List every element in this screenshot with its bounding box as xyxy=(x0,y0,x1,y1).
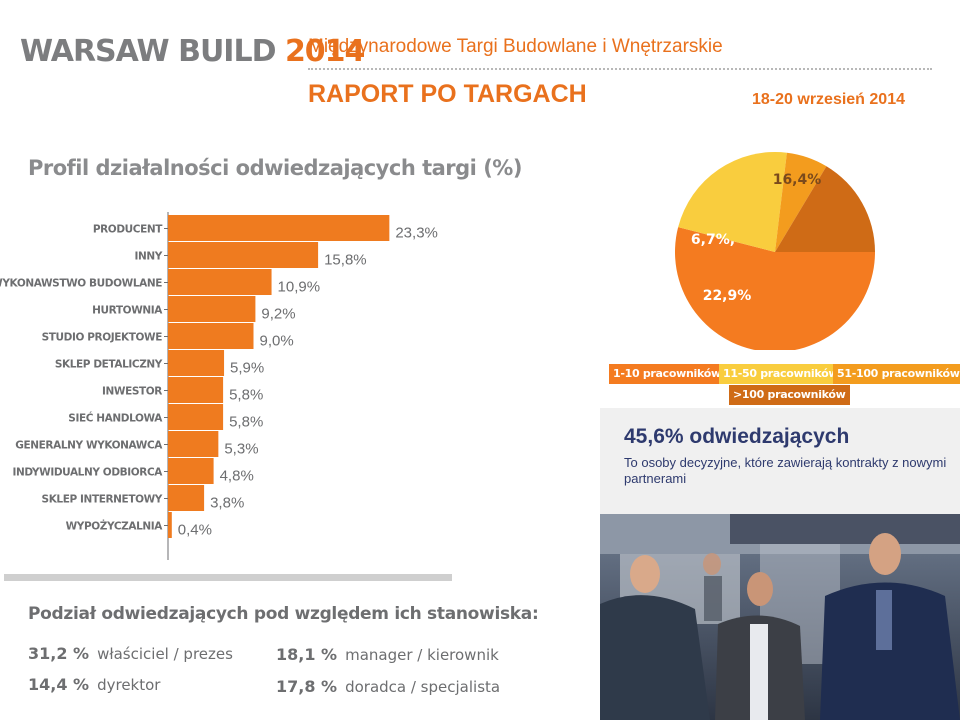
company-size-pie-chart: 54,0%22,9%6,7%,16,4% xyxy=(675,152,875,350)
position-label: manager / kierownik xyxy=(345,646,499,664)
decision-makers-title: 45,6% odwiedzających xyxy=(624,425,850,448)
pie-slice xyxy=(775,166,875,252)
legend-item-over-100: >100 pracowników xyxy=(729,385,850,405)
legend-item-1-10: 1-10 pracowników xyxy=(609,364,725,384)
category-label: STUDIO PROJEKTOWE xyxy=(42,332,163,344)
bar xyxy=(168,296,256,322)
bar-value-label: 23,3% xyxy=(395,225,438,242)
bar xyxy=(168,485,205,511)
bar-value-label: 9,0% xyxy=(260,333,294,350)
section-title-positions: Podział odwiedzających pod względem ich … xyxy=(28,604,539,624)
pie-slice-label: 22,9% xyxy=(703,288,752,304)
header-divider xyxy=(308,68,932,70)
decision-makers-text: To osoby decyzyjne, które zawierają kont… xyxy=(624,455,947,486)
bar xyxy=(168,512,172,538)
category-label: PRODUCENT xyxy=(93,224,163,236)
position-item: 18,1 % manager / kierownik xyxy=(276,645,499,664)
bar-value-label: 5,8% xyxy=(229,387,263,404)
category-label: GENERALNY WYKONAWCA xyxy=(15,440,163,452)
bar xyxy=(168,377,224,403)
pie-slice-label: 6,7%, xyxy=(691,232,735,248)
position-label: doradca / specjalista xyxy=(345,678,501,696)
event-dates: 18-20 wrzesień 2014 xyxy=(752,91,905,108)
bar-value-label: 4,8% xyxy=(220,468,254,485)
report-title: RAPORT PO TARGACH xyxy=(308,80,587,108)
section-title-activity: Profil działalności odwiedzających targi… xyxy=(28,156,522,180)
pie-slice xyxy=(775,152,827,252)
bar-value-label: 0,4% xyxy=(178,522,212,539)
bar-value-label: 9,2% xyxy=(261,306,295,323)
bar xyxy=(168,404,224,430)
bar-value-label: 10,9% xyxy=(278,279,321,296)
bar xyxy=(168,458,214,484)
bar xyxy=(168,431,219,457)
trade-fair-photo xyxy=(600,514,960,720)
section-divider xyxy=(4,574,452,581)
position-percent: 14,4 % xyxy=(28,675,90,694)
category-label: INDYWIDUALNY ODBIORCA xyxy=(12,467,163,479)
position-item: 17,8 % doradca / specjalista xyxy=(276,677,500,696)
bar-value-label: 5,8% xyxy=(229,414,263,431)
position-label: właściciel / prezes xyxy=(97,645,233,663)
photo-illustration xyxy=(600,514,960,720)
bar-value-label: 3,8% xyxy=(210,495,244,512)
position-label: dyrektor xyxy=(97,676,161,694)
category-label: SKLEP DETALICZNY xyxy=(55,359,163,371)
category-label: SKLEP INTERNETOWY xyxy=(42,494,163,506)
category-label: WYPOŻYCZALNIA xyxy=(66,519,164,533)
legend-item-11-50: 11-50 pracowników xyxy=(719,364,843,384)
bar xyxy=(168,269,272,295)
pie-slice xyxy=(678,152,787,252)
decision-makers-box xyxy=(600,408,960,514)
bar-value-label: 5,9% xyxy=(230,360,264,377)
pie-slice-label: 16,4% xyxy=(773,172,822,188)
category-label: SIEĆ HANDLOWA xyxy=(68,412,163,425)
logo-year: 2014 xyxy=(284,34,365,69)
bar-value-label: 15,8% xyxy=(324,252,367,269)
pie-slice xyxy=(675,227,875,350)
legend-item-51-100: 51-100 pracowników xyxy=(833,364,960,384)
position-item: 14,4 % dyrektor xyxy=(28,675,160,694)
bar xyxy=(168,242,319,268)
bar-value-label: 5,3% xyxy=(224,441,258,458)
category-label: INNY xyxy=(135,251,163,263)
position-percent: 31,2 % xyxy=(28,644,90,663)
position-percent: 17,8 % xyxy=(276,677,338,696)
position-percent: 18,1 % xyxy=(276,645,338,664)
bar xyxy=(168,323,254,349)
event-subtitle: Międzynarodowe Targi Budowlane i Wnętrza… xyxy=(308,36,723,57)
position-item: 31,2 % właściciel / prezes xyxy=(28,644,233,663)
bar xyxy=(168,350,225,376)
category-label: INWESTOR xyxy=(102,386,162,398)
bar xyxy=(168,215,390,241)
activity-bar-chart: PRODUCENT 23,3% INNY 15,8% WYKONAWSTWO BUDOW… xyxy=(0,212,438,560)
category-label: HURTOWNIA xyxy=(92,305,163,317)
logo-text: WARSAW BUILD xyxy=(20,34,276,69)
category-label: WYKONAWSTWO BUDOWLANE xyxy=(0,278,162,290)
event-logo: WARSAW BUILD 2014 xyxy=(20,34,365,69)
